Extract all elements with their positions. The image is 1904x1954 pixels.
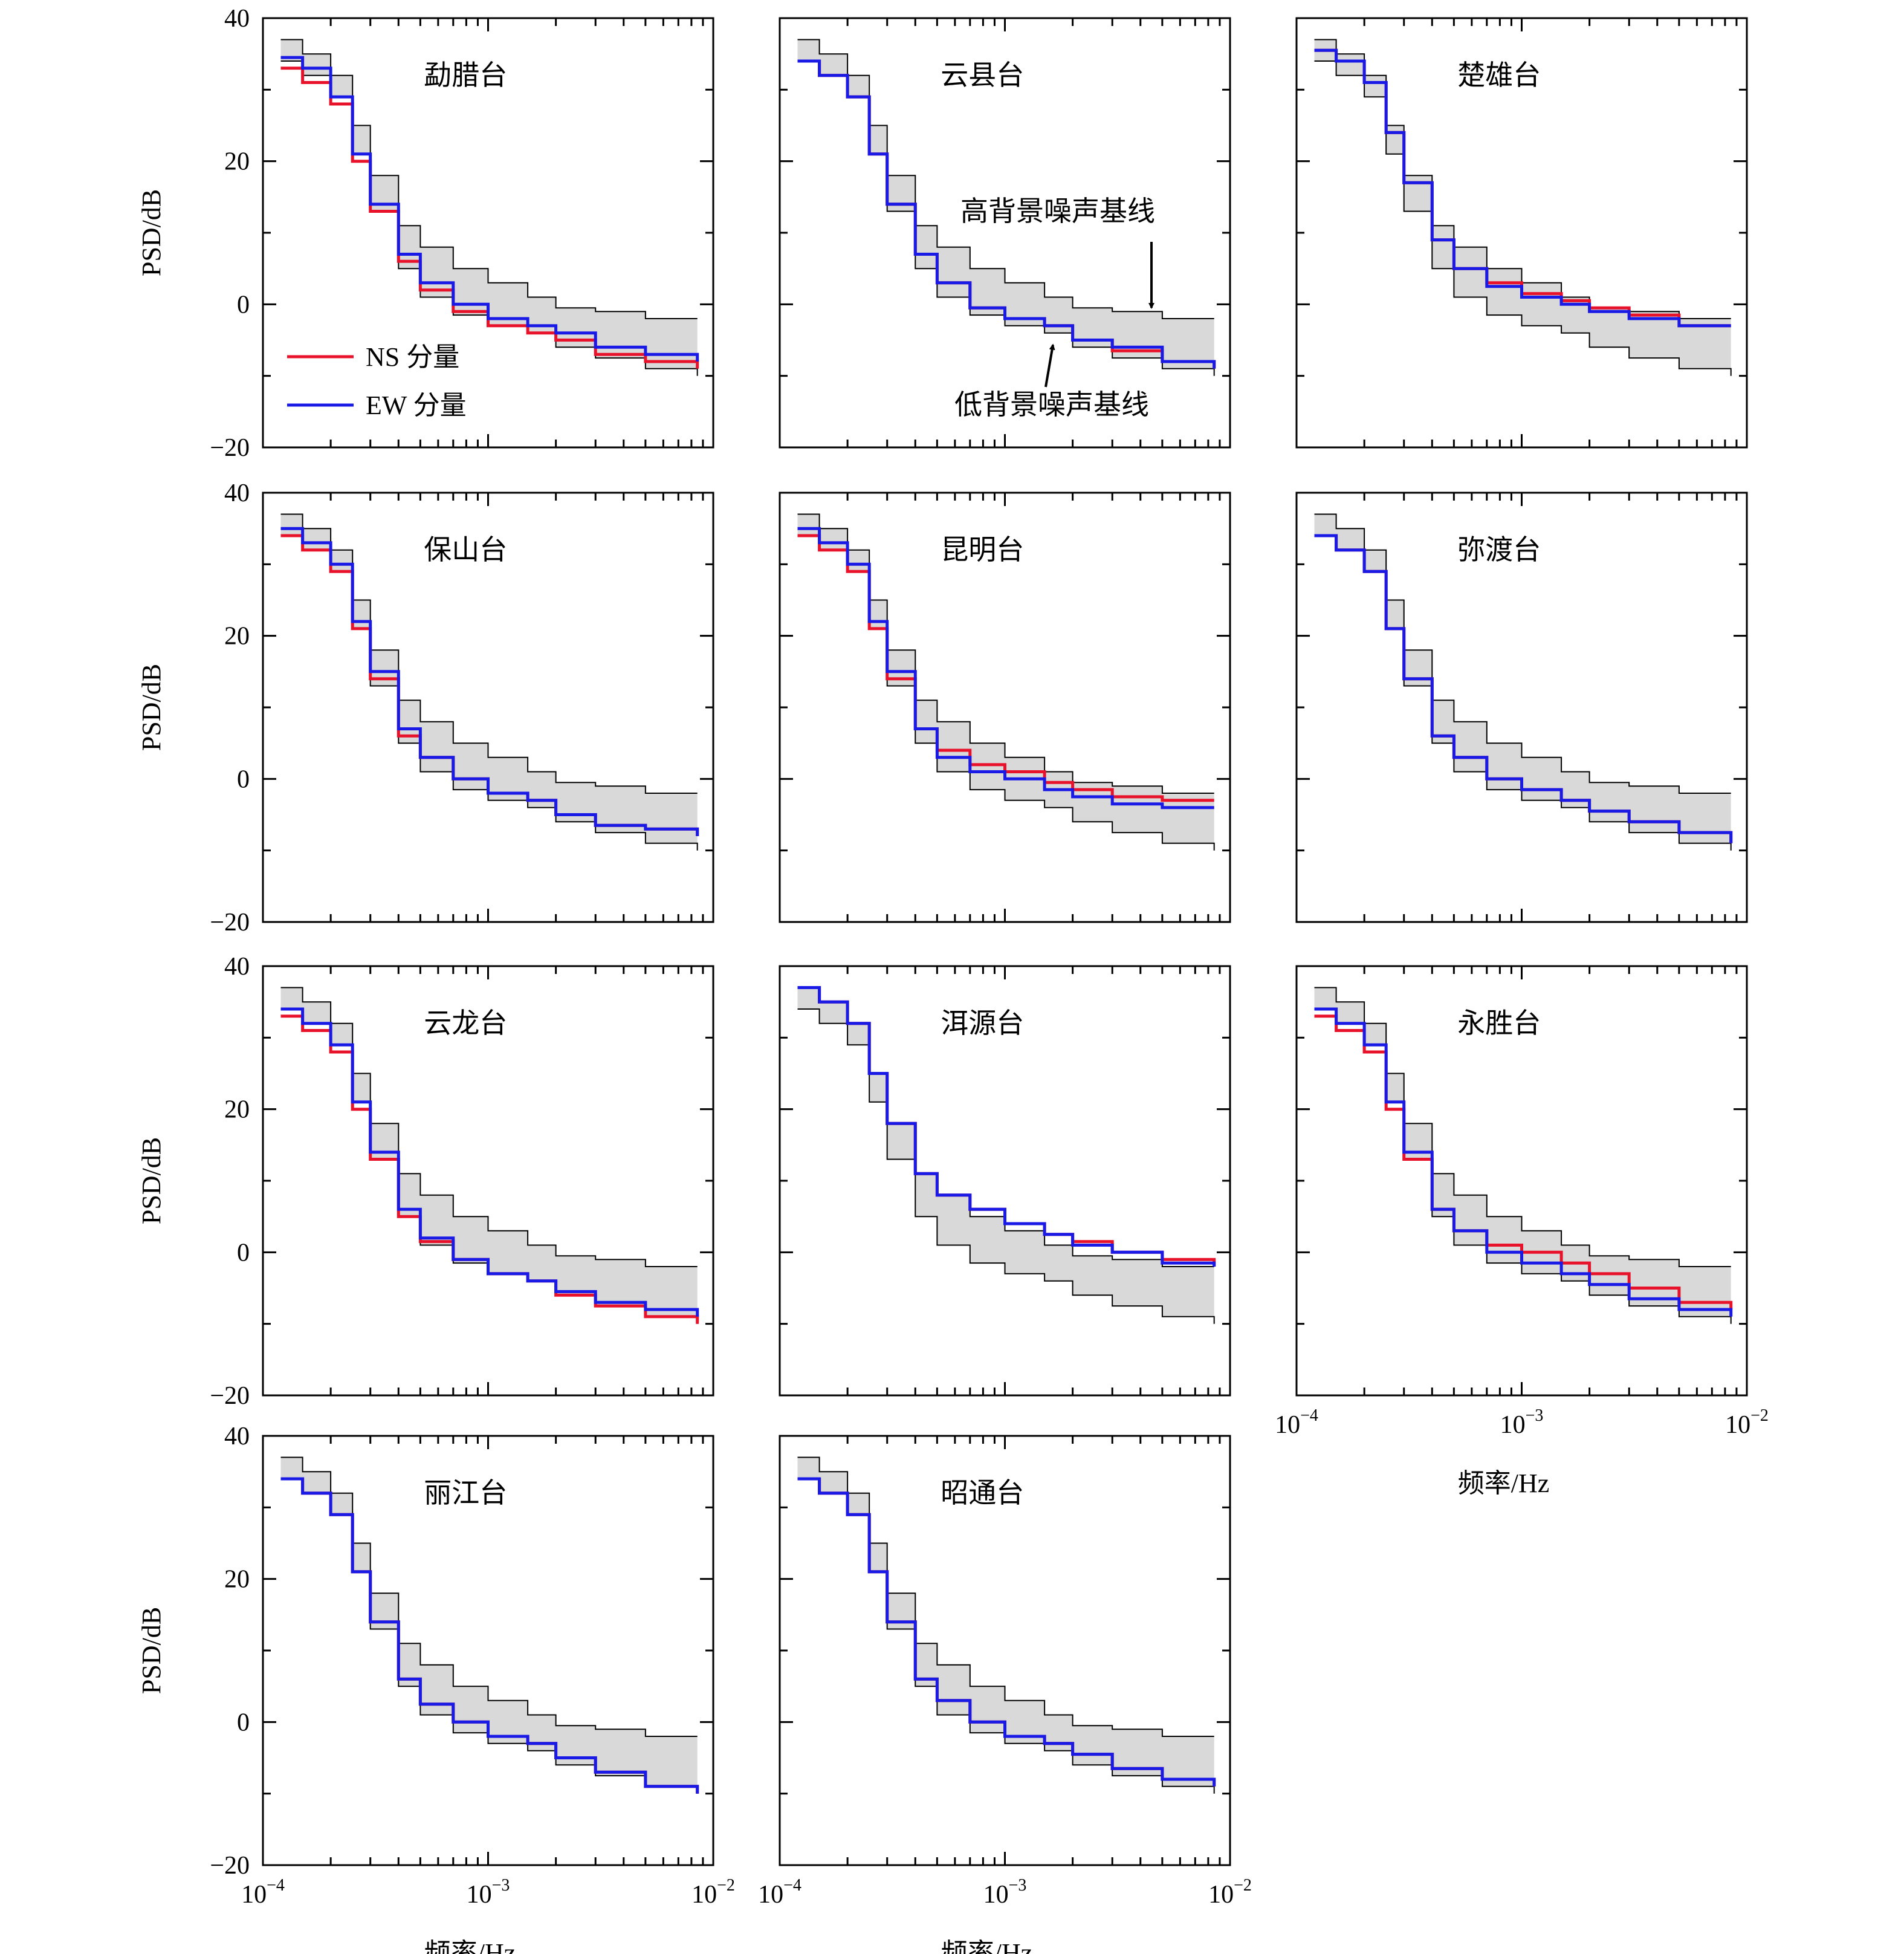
x-axis-label: 频率/Hz: [941, 1938, 1033, 1954]
ew-component-line: [280, 1007, 699, 1317]
low-noise-baseline: [1314, 60, 1732, 376]
y-tick-label: −20: [210, 434, 250, 462]
panel-7: 云龙台 −20 0 20 40 PSD/dB: [137, 953, 714, 1410]
arrow-low-baseline: [1044, 343, 1055, 388]
panel-title: 丽江台: [424, 1476, 507, 1509]
legend-label-ew: EW 分量: [366, 391, 467, 420]
panel-5: 昆明台: [779, 492, 1231, 923]
x-axis-label: 频率/Hz: [424, 1938, 516, 1954]
annotation-low-baseline: 低背景噪声基线: [954, 388, 1149, 421]
y-tick-label: 20: [224, 1096, 250, 1124]
high-noise-baseline: [1314, 987, 1731, 1267]
panel-title: 云龙台: [424, 1007, 507, 1039]
y-tick-label: 40: [224, 479, 250, 507]
noise-band-fill: [797, 514, 1214, 851]
ns-component-line: [797, 534, 1214, 802]
ew-component-line: [797, 1477, 1216, 1787]
panel-3: 楚雄台: [1295, 17, 1748, 449]
legend: NS 分量 EW 分量: [287, 342, 467, 420]
y-tick-label: 0: [237, 1239, 250, 1267]
y-tick-label: 40: [224, 1423, 250, 1450]
x-tick-label: 10−4: [1275, 1406, 1318, 1439]
x-tick-exponent: −2: [1234, 1876, 1252, 1895]
low-noise-baseline: [797, 1008, 1215, 1324]
y-tick-label: −20: [210, 1382, 250, 1410]
panel-1: 勐腊台 −20 0 20 40 PSD/dB NS 分量 EW 分量: [137, 5, 714, 462]
high-noise-baseline: [280, 987, 698, 1267]
ew-component-line: [1314, 1007, 1733, 1317]
x-tick-label: 10−4: [241, 1876, 285, 1909]
ew-component-line: [280, 56, 699, 362]
noise-band-fill: [280, 987, 698, 1324]
legend-label-ns: NS 分量: [366, 342, 459, 372]
ew-component-line: [280, 1477, 699, 1794]
panel-title: 弥渡台: [1457, 533, 1541, 566]
high-noise-baseline: [797, 1456, 1214, 1737]
ew-component-line: [1314, 48, 1731, 328]
y-tick-label: 20: [224, 1566, 250, 1594]
panel-10: 丽江台 −20 0 20 40 PSD/dB 10−4 10−3 10−2 频率/Hz: [137, 1423, 735, 1954]
noise-band-fill: [1314, 39, 1731, 376]
y-axis-label: PSD/dB: [137, 1607, 166, 1694]
ew-component-line: [797, 986, 1216, 1267]
y-tick-label: 40: [224, 5, 250, 33]
y-tick-label: −20: [210, 909, 250, 936]
annotation-high-baseline: 高背景噪声基线: [960, 195, 1155, 227]
ew-component-line: [797, 59, 1216, 369]
x-tick-label: 10−2: [1208, 1876, 1252, 1909]
panel-4: 保山台 −20 0 20 40 PSD/dB: [137, 479, 714, 936]
x-tick-exponent: −4: [783, 1876, 801, 1895]
y-tick-label: 0: [237, 1709, 250, 1736]
panel-title: 云县台: [941, 59, 1024, 91]
ew-component-line: [1314, 534, 1733, 843]
panel-title: 昆明台: [941, 533, 1024, 566]
high-noise-baseline: [1314, 513, 1731, 794]
x-axis-label: 频率/Hz: [1458, 1469, 1550, 1498]
high-noise-baseline: [797, 39, 1214, 319]
panel-title: 保山台: [424, 533, 507, 566]
panel-title: 洱源台: [941, 1007, 1024, 1039]
y-tick-label: 0: [237, 291, 250, 319]
high-noise-baseline: [280, 513, 698, 794]
x-tick-exponent: −2: [717, 1876, 735, 1895]
x-tick-exponent: −3: [492, 1876, 510, 1895]
y-tick-label: 0: [237, 765, 250, 793]
panel-11: 昭通台 10−4 10−3 10−2 频率/Hz: [758, 1435, 1252, 1954]
y-tick-label: 20: [224, 148, 250, 176]
x-tick-exponent: −3: [1526, 1406, 1544, 1425]
panel-title: 昭通台: [941, 1476, 1024, 1509]
x-tick-label: 10−3: [1500, 1406, 1544, 1439]
x-tick-exponent: −3: [1009, 1876, 1027, 1895]
panel-9: 永胜台 10−4 10−3 10−2 频率/Hz: [1275, 965, 1769, 1498]
noise-band-fill: [797, 987, 1214, 1324]
ew-component-line: [797, 527, 1214, 810]
panel-title: 楚雄台: [1457, 59, 1541, 91]
panel-title: 勐腊台: [424, 59, 507, 91]
x-tick-label: 10−3: [983, 1876, 1027, 1909]
x-tick-exponent: −2: [1750, 1406, 1769, 1425]
x-tick-label: 10−4: [758, 1876, 801, 1909]
x-tick-exponent: −4: [1300, 1406, 1318, 1425]
panel-6: 弥渡台: [1295, 492, 1748, 923]
y-tick-label: 40: [224, 953, 250, 981]
x-tick-label: 10−2: [691, 1876, 735, 1909]
x-tick-label: 10−2: [1725, 1406, 1769, 1439]
y-axis-label: PSD/dB: [137, 664, 166, 751]
ew-component-line: [280, 527, 699, 836]
y-tick-label: −20: [210, 1852, 250, 1880]
high-noise-baseline: [797, 513, 1214, 794]
high-noise-baseline: [280, 1456, 698, 1737]
y-axis-label: PSD/dB: [137, 1137, 166, 1224]
panel-title: 永胜台: [1457, 1007, 1541, 1039]
y-axis-label: PSD/dB: [137, 189, 166, 276]
y-tick-label: 20: [224, 623, 250, 651]
x-tick-exponent: −4: [267, 1876, 285, 1895]
panel-8: 洱源台: [779, 965, 1231, 1397]
x-tick-label: 10−3: [467, 1876, 510, 1909]
high-noise-baseline: [280, 39, 698, 319]
